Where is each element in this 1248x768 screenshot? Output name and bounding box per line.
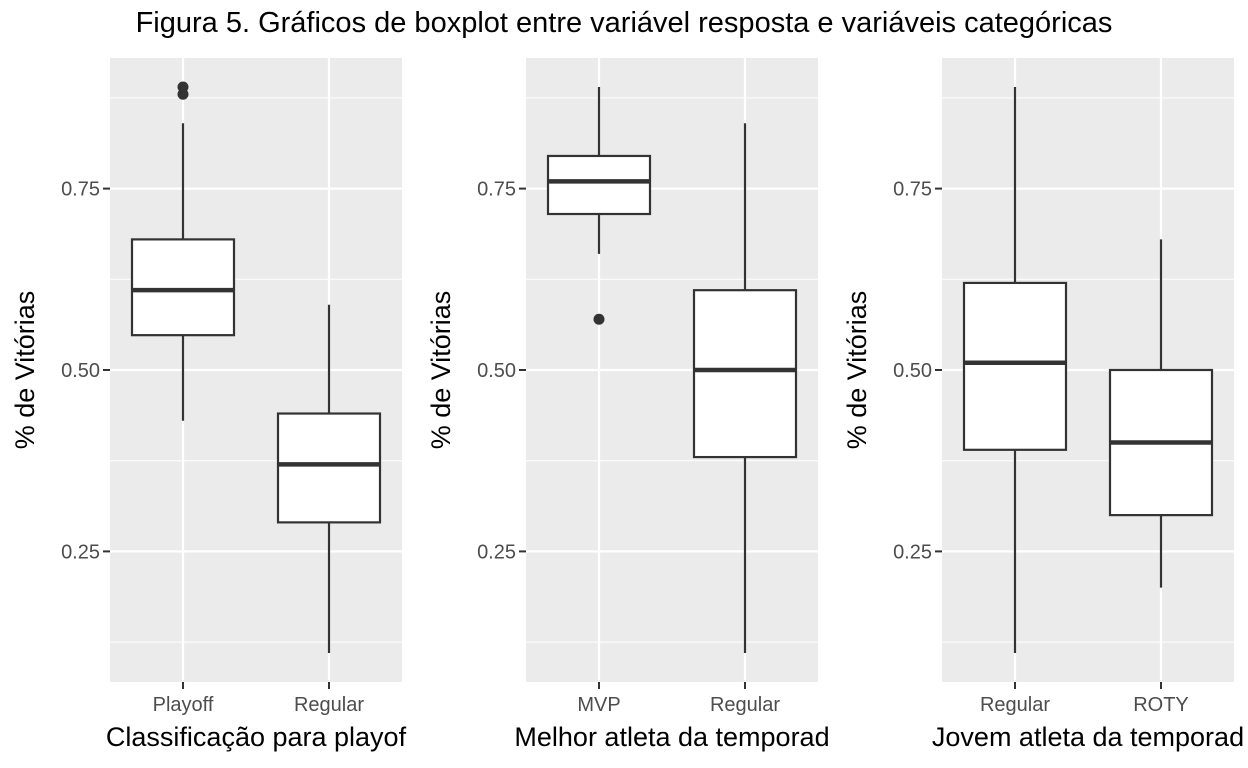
x-tick-label: ROTY xyxy=(1133,694,1189,716)
box-regular xyxy=(276,304,382,653)
outlier-point xyxy=(177,81,189,93)
x-tick-label: Regular xyxy=(980,694,1050,716)
panel-2: 0.25 0.50 0.75 MVP Regular Melhor atleta da t… xyxy=(426,58,830,752)
y-tick-label: 0.50 xyxy=(477,360,516,382)
x-tick-label: Regular xyxy=(294,694,364,716)
box-playoff xyxy=(130,81,236,421)
box-regular xyxy=(962,87,1068,653)
outlier-point xyxy=(593,313,605,325)
y-tick-label: 0.75 xyxy=(477,179,516,201)
panels-group: 0.25 0.50 0.75 Playoff Regular Classificação … xyxy=(10,58,1244,752)
x-tick-label: Regular xyxy=(710,694,780,716)
x-axis-title: Classificação para playof xyxy=(106,722,407,752)
box-iqr xyxy=(692,289,798,459)
y-axis-title: % de Vitórias xyxy=(426,291,456,450)
x-axis-title: Melhor atleta da temporad xyxy=(514,722,829,752)
box-mvp xyxy=(546,87,652,325)
box-regular xyxy=(692,123,798,653)
box-iqr xyxy=(962,281,1068,451)
y-tick-label: 0.50 xyxy=(893,360,932,382)
x-axis-title: Jovem atleta da temporad xyxy=(932,722,1244,752)
y-tick-label: 0.25 xyxy=(477,541,516,563)
box-iqr xyxy=(130,238,236,337)
x-tick-label: MVP xyxy=(577,694,620,716)
figure-title: Figura 5. Gráficos de boxplot entre vari… xyxy=(136,7,1113,39)
y-tick-label: 0.25 xyxy=(61,541,100,563)
box-iqr xyxy=(276,412,382,524)
y-axis-title: % de Vitórias xyxy=(842,291,872,450)
y-tick-label: 0.25 xyxy=(893,541,932,563)
y-tick-label: 0.50 xyxy=(61,360,100,382)
box-iqr xyxy=(546,154,652,216)
box-roty xyxy=(1108,239,1214,588)
y-axis-title: % de Vitórias xyxy=(10,291,40,450)
x-tick-label: Playoff xyxy=(153,694,214,716)
panel-1: 0.25 0.50 0.75 Playoff Regular Classificação … xyxy=(10,58,407,752)
panel-3: 0.25 0.50 0.75 Regular ROTY Jovem atleta da t… xyxy=(842,58,1244,752)
y-tick-label: 0.75 xyxy=(61,179,100,201)
y-tick-label: 0.75 xyxy=(893,179,932,201)
